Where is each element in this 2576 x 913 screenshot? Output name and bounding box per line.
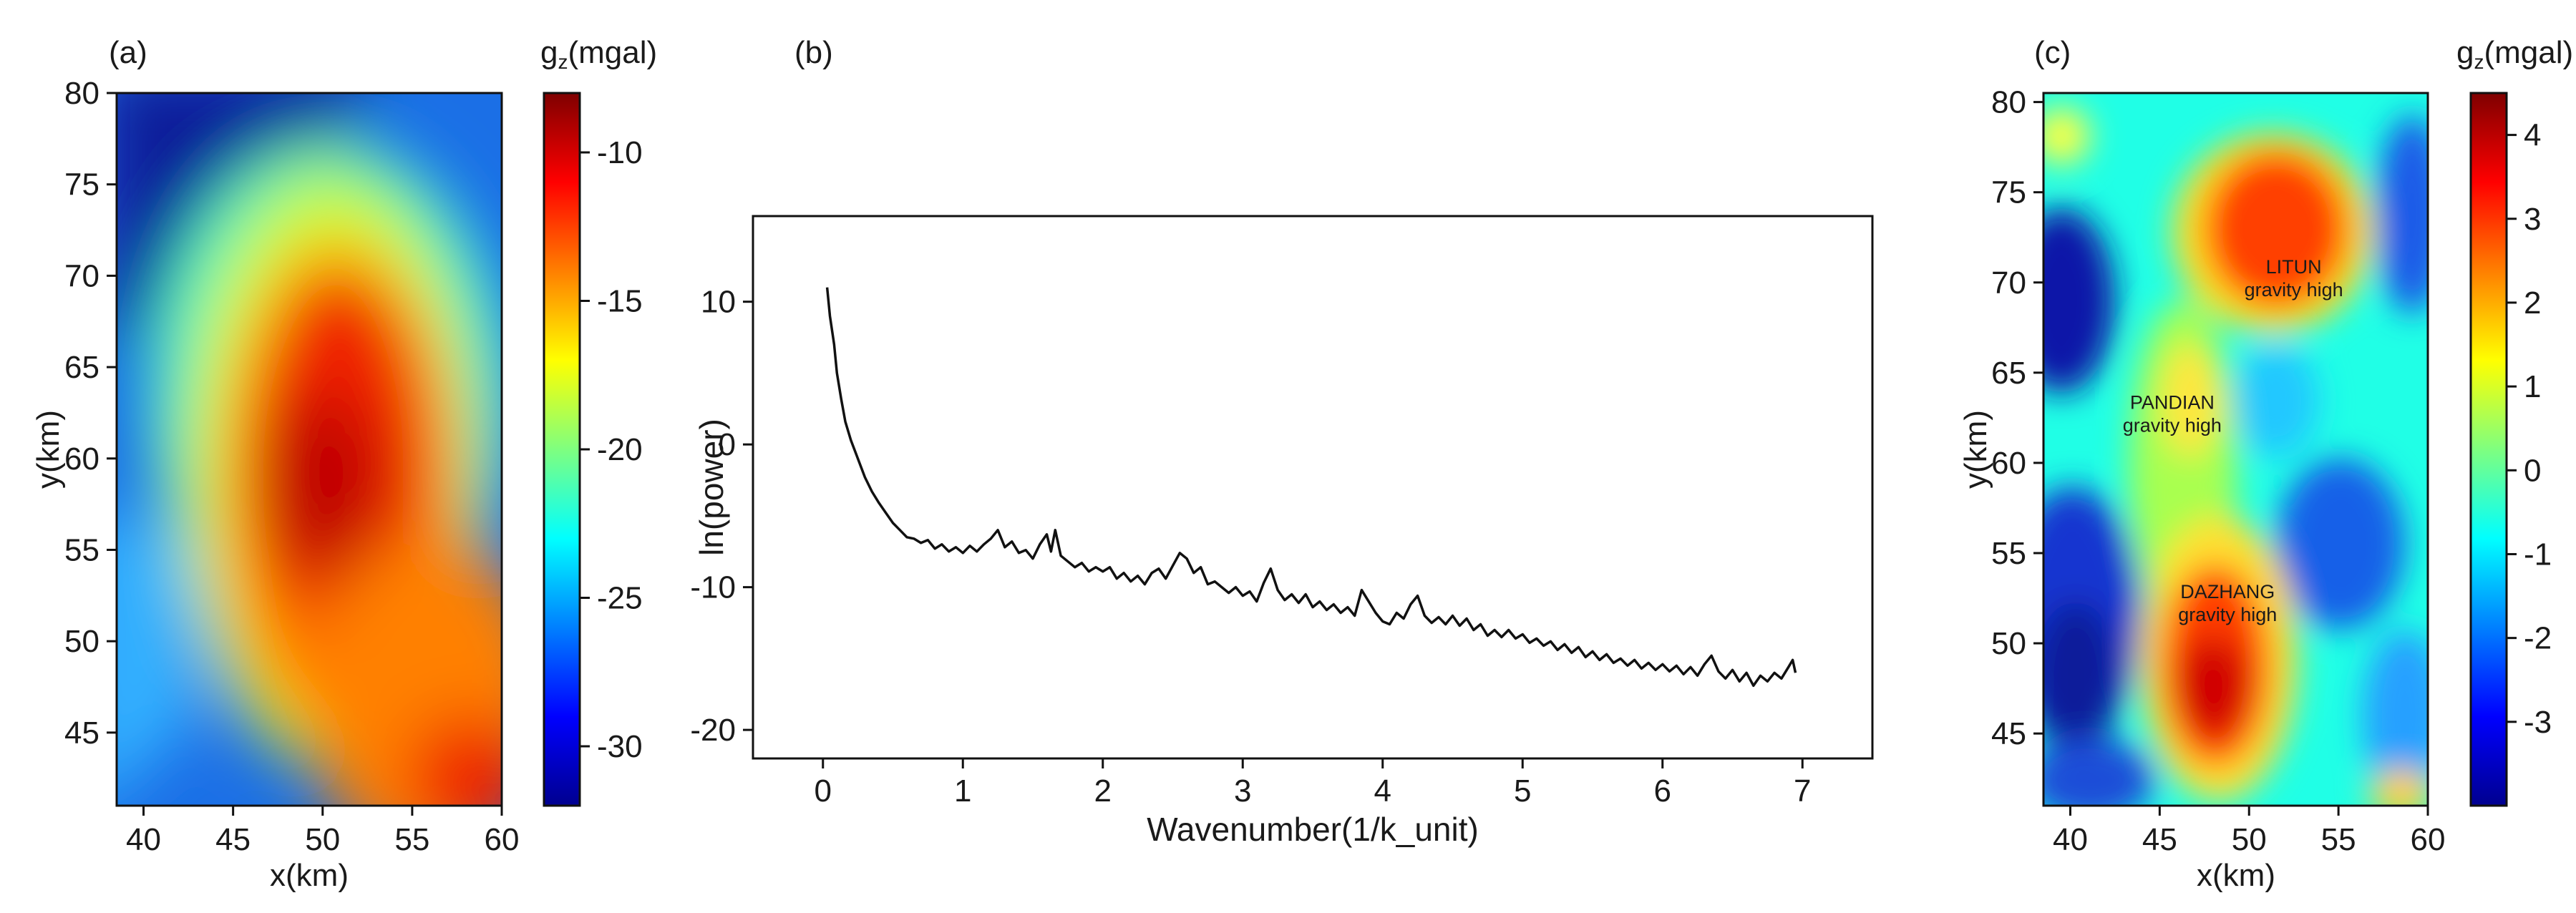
panel-a-ylabel: y(km) bbox=[31, 410, 66, 489]
panel-a-plot-area bbox=[117, 93, 502, 806]
panel-b-y-tick-label: 10 bbox=[701, 285, 736, 320]
panel-b-y-ticks: 10 0 -10 -20 bbox=[690, 285, 753, 748]
panel-b-power-spectrum-line bbox=[825, 287, 1797, 688]
panel-c-x-ticks: 40 45 50 55 60 bbox=[2053, 806, 2445, 857]
panel-c-colorbar-tick-label: -3 bbox=[2524, 705, 2552, 740]
panel-b-x-tick-label: 5 bbox=[1514, 773, 1531, 809]
panel-b-label: (b) bbox=[794, 35, 833, 70]
panel-a-y-tick-label: 50 bbox=[64, 624, 99, 659]
panel-c-y-tick-label: 60 bbox=[1991, 446, 2026, 481]
panel-a-y-tick-label: 80 bbox=[64, 76, 99, 111]
panel-c-annotation-desc: gravity high bbox=[2245, 279, 2343, 301]
panel-a-y-tick-label: 70 bbox=[64, 258, 99, 293]
panel-c-xlabel: x(km) bbox=[2197, 858, 2275, 893]
panel-c-annotation-desc: gravity high bbox=[2123, 414, 2222, 436]
panel-a-colorbar-tick-label: -15 bbox=[597, 284, 643, 319]
panel-c-x-tick-label: 60 bbox=[2411, 822, 2446, 857]
panel-a-y-tick-label: 60 bbox=[64, 441, 99, 477]
panel-c-heatmap: (c) bbox=[1958, 35, 2573, 893]
panel-c-colorbar-tick-label: 1 bbox=[2524, 369, 2541, 404]
panel-a-y-tick-label: 55 bbox=[64, 532, 99, 567]
panel-a-colorbar-label-main: g bbox=[540, 35, 558, 70]
panel-b-x-tick-label: 4 bbox=[1374, 773, 1391, 809]
panel-c-frame bbox=[2042, 92, 2429, 807]
panel-c-ylabel: y(km) bbox=[1958, 410, 1993, 489]
panel-b-x-tick-label: 6 bbox=[1654, 773, 1671, 809]
panel-c-colorbar-gradient bbox=[2469, 92, 2508, 807]
panel-c-colorbar-tick-label: 3 bbox=[2524, 202, 2541, 237]
panel-a-colorbar-label-sub: z bbox=[558, 51, 568, 73]
panel-a-colorbar-tick-label: -25 bbox=[597, 581, 643, 616]
panel-a-colorbar-tick-label: -20 bbox=[597, 432, 643, 467]
panel-a-colorbar-label: gz(mgal) bbox=[540, 35, 657, 73]
panel-a-y-ticks: 45 50 55 60 65 70 75 80 bbox=[64, 76, 117, 751]
panel-c-y-tick-label: 75 bbox=[1991, 175, 2026, 210]
panel-a-label: (a) bbox=[109, 35, 147, 70]
panel-c-y-tick-label: 45 bbox=[1991, 716, 2026, 751]
panel-c-colorbar-label-unit: (mgal) bbox=[2484, 35, 2573, 70]
panel-a-x-tick-label: 50 bbox=[305, 822, 340, 857]
panel-c-colorbar-tick-label: -1 bbox=[2524, 537, 2552, 572]
panel-a-heatmap: (a) 40 45 50 55 60 45 50 55 60 65 70 75 80 x(km) y(… bbox=[31, 35, 657, 893]
panel-c-annotation-name: LITUN bbox=[2266, 256, 2322, 278]
panel-c-annotation-name: DAZHANG bbox=[2180, 581, 2275, 602]
panel-c-y-tick-label: 65 bbox=[1991, 356, 2026, 391]
panel-b-x-tick-label: 1 bbox=[954, 773, 971, 809]
panel-c-y-tick-label: 70 bbox=[1991, 265, 2026, 301]
panel-a-x-tick-label: 40 bbox=[126, 822, 161, 857]
panel-a-colorbar-label-unit: (mgal) bbox=[568, 35, 657, 70]
panel-b-x-tick-label: 0 bbox=[815, 773, 832, 809]
panel-a-xlabel: x(km) bbox=[270, 858, 349, 893]
panel-a-x-tick-label: 55 bbox=[394, 822, 429, 857]
panel-b-x-ticks: 0 1 2 3 4 5 6 7 bbox=[815, 758, 1811, 809]
panel-a-frame bbox=[115, 92, 503, 807]
panel-b-y-tick-label: 0 bbox=[719, 427, 736, 462]
panel-a-y-tick-label: 65 bbox=[64, 350, 99, 385]
panel-c-x-tick-label: 40 bbox=[2053, 822, 2088, 857]
panel-a-field bbox=[117, 93, 502, 806]
panel-c-colorbar-ticks: 4 3 2 1 0 -1 -2 -3 bbox=[2507, 118, 2552, 740]
panel-b-y-tick-label: -10 bbox=[690, 570, 736, 605]
panel-a-x-ticks: 40 45 50 55 60 bbox=[126, 806, 519, 857]
panel-b-x-tick-label: 7 bbox=[1794, 773, 1811, 809]
panel-b-xlabel: Wavenumber(1/k_unit) bbox=[1147, 811, 1479, 848]
panel-a-colorbar-ticks: -10 -15 -20 -25 -30 bbox=[580, 135, 643, 764]
panel-a-colorbar-tick-label: -30 bbox=[597, 729, 643, 764]
panel-a-y-tick-label: 75 bbox=[64, 167, 99, 202]
panel-b-line-chart: (b) 0 1 2 3 4 5 6 7 10 0 -10 -20 Wavenumber(1/k_un… bbox=[690, 35, 1874, 848]
panel-c-colorbar-label-sub: z bbox=[2474, 51, 2484, 73]
panel-c-annotation-name: PANDIAN bbox=[2130, 391, 2215, 413]
panel-a-colorbar-tick-label: -10 bbox=[597, 135, 643, 170]
panel-b-x-tick-label: 3 bbox=[1234, 773, 1251, 809]
panel-c-x-tick-label: 50 bbox=[2232, 822, 2267, 857]
panel-c-colorbar-tick-label: 2 bbox=[2524, 285, 2541, 321]
panel-a-x-tick-label: 45 bbox=[215, 822, 251, 857]
panel-a-y-tick-label: 45 bbox=[64, 716, 99, 751]
panel-c-x-tick-label: 45 bbox=[2142, 822, 2177, 857]
panel-c-field bbox=[2043, 107, 2428, 806]
panel-c-y-tick-label: 50 bbox=[1991, 626, 2026, 661]
panel-c-y-tick-label: 55 bbox=[1991, 536, 2026, 571]
panel-c-annotation-desc: gravity high bbox=[2178, 604, 2277, 625]
panel-b-frame bbox=[752, 215, 1874, 760]
panel-c-y-tick-label: 80 bbox=[1991, 85, 2026, 120]
panel-c-colorbar: 4 3 2 1 0 -1 -2 -3 gz(mgal) bbox=[2456, 35, 2573, 807]
panel-a-colorbar: -10 -15 -20 -25 -30 gz(mgal) bbox=[540, 35, 657, 807]
panel-b-y-tick-label: -20 bbox=[690, 713, 736, 748]
panel-c-label: (c) bbox=[2034, 35, 2071, 70]
panel-c-y-ticks: 45 50 55 60 65 70 75 80 bbox=[1991, 85, 2043, 751]
panel-a-colorbar-gradient bbox=[543, 92, 581, 807]
panel-c-colorbar-label-main: g bbox=[2456, 35, 2474, 70]
panel-c-colorbar-tick-label: -2 bbox=[2524, 621, 2552, 656]
panel-c-x-tick-label: 55 bbox=[2321, 822, 2356, 857]
panel-c-colorbar-tick-label: 0 bbox=[2524, 453, 2541, 488]
panel-b-x-tick-label: 2 bbox=[1094, 773, 1112, 809]
panel-c-plot-area bbox=[2043, 93, 2428, 806]
panel-c-colorbar-tick-label: 4 bbox=[2524, 118, 2541, 153]
panel-a-x-tick-label: 60 bbox=[485, 822, 520, 857]
panel-b-ylabel: ln(power) bbox=[693, 419, 730, 556]
panel-c-colorbar-label: gz(mgal) bbox=[2456, 35, 2573, 73]
